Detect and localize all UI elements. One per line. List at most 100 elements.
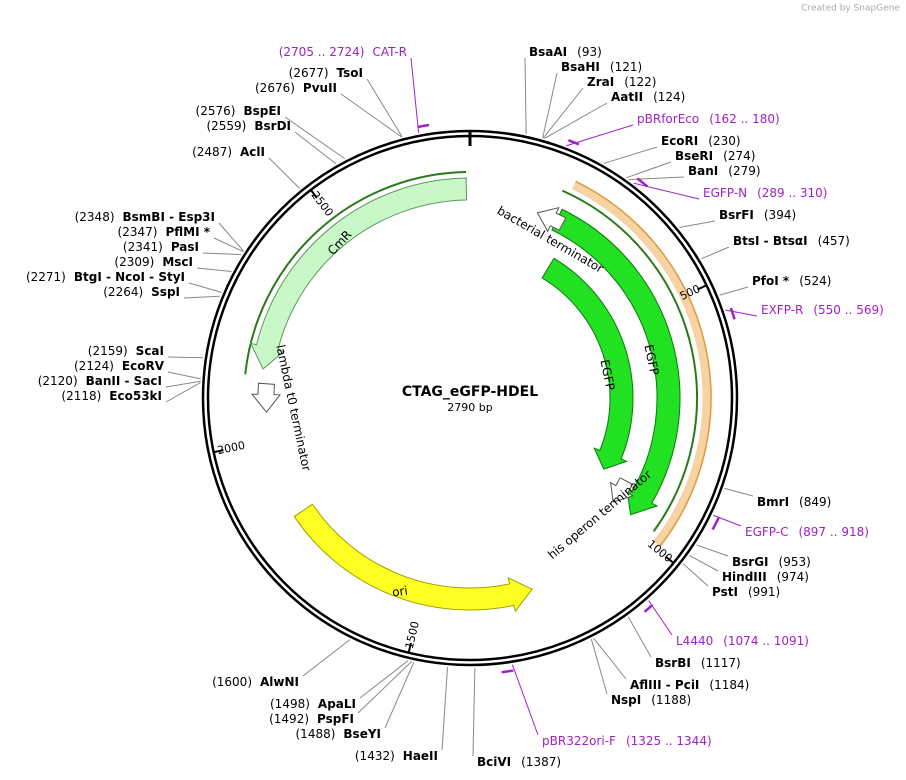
label-position: (162 .. 180) (709, 112, 779, 126)
primer-mark (729, 307, 736, 320)
primer-label-text: pBR322ori-F (1325 .. 1344) (542, 734, 712, 748)
label-name: ZraI (587, 75, 614, 89)
site-label-text: EcoRI (230) (661, 134, 741, 148)
ruler-tick (665, 555, 675, 564)
leader-line (725, 309, 758, 317)
label-position: (1498) (270, 697, 310, 711)
site-label-text: BtsI - BtsαI (457) (733, 234, 850, 248)
label-name: BsrDI (254, 119, 291, 133)
label-position: (2120) (38, 374, 78, 388)
primer-mark (501, 669, 514, 674)
leader-line (544, 102, 608, 139)
label-name: Eco53kI (109, 389, 162, 403)
label-position: (1387) (521, 755, 561, 769)
watermark: Created by SnapGene (801, 4, 900, 14)
leader-line (566, 124, 634, 147)
label-position: (2341) (123, 240, 163, 254)
site-label: BmrI (849) (757, 495, 831, 509)
site-label: (1488) BseYI (296, 727, 382, 741)
leader-line (542, 87, 584, 139)
label-name: PfoI * (752, 274, 790, 288)
site-label: (2347) PflMI * (118, 225, 211, 239)
site-label: NspI (1188) (611, 693, 691, 707)
label-name: MscI (162, 255, 193, 269)
label-name: EcoRV (122, 359, 165, 373)
site-label-text: (1492) PspFI (269, 712, 354, 726)
leader-line (294, 131, 337, 165)
site-label: BsaAI (93) (529, 45, 602, 59)
label-position: (274) (723, 149, 755, 163)
leader-line (196, 267, 232, 273)
site-label: BsrBI (1117) (655, 656, 741, 670)
leader-line (218, 222, 244, 252)
feature-line (561, 189, 698, 533)
label-position: (2264) (103, 285, 143, 299)
primer-label-text: EXFP-R (550 .. 569) (761, 303, 884, 317)
site-label: (1600) AlwNI (212, 675, 299, 689)
site-label-text: PstI (991) (712, 585, 780, 599)
leader-line (633, 182, 700, 200)
site-label-text: BseRI (274) (675, 149, 755, 163)
label-position: (524) (799, 274, 831, 288)
site-label: PstI (991) (712, 585, 780, 599)
label-name: AatII (611, 90, 643, 104)
feature-label: EGFP (597, 358, 617, 391)
site-label: (2341) PasI (123, 240, 199, 254)
leader-line (359, 660, 409, 699)
plasmid-title: CTAG_eGFP-HDEL (402, 384, 538, 400)
primer-label: EGFP-C (897 .. 918) (745, 525, 869, 539)
site-label: (2118) Eco53kI (61, 389, 162, 403)
feature-arrow (293, 503, 533, 613)
site-label-text: (2271) BtgI - NcoI - StyI (26, 270, 185, 284)
label-name: AclI (240, 145, 265, 159)
site-label-text: (2118) Eco53kI (61, 389, 162, 403)
leader-line (713, 514, 742, 527)
site-label: BtsI - BtsαI (457) (733, 234, 850, 248)
leader-line (213, 237, 244, 253)
leader-line (682, 563, 709, 587)
feature-label: ori (391, 583, 408, 599)
site-label-text: (2159) ScaI (88, 344, 164, 358)
label-position: (991) (748, 585, 780, 599)
site-label: BanI (279) (688, 164, 761, 178)
label-position: (2676) (255, 81, 295, 95)
site-label-text: BmrI (849) (757, 495, 831, 509)
leader-line (183, 295, 220, 299)
label-name: pBR322ori-F (542, 734, 616, 748)
label-position: (953) (779, 555, 811, 569)
label-position: (849) (799, 495, 831, 509)
primer-label: EXFP-R (550 .. 569) (761, 303, 884, 317)
site-label-text: (2487) AclI (192, 145, 265, 159)
site-label-text: (2576) BspEI (196, 104, 281, 118)
primer-label-text: pBRforEco (162 .. 180) (637, 112, 780, 126)
primer-mark (568, 138, 580, 146)
leader-line (202, 252, 242, 256)
primer-label-text: EGFP-C (897 .. 918) (745, 525, 869, 539)
label-position: (2487) (192, 145, 232, 159)
leader-line (410, 57, 420, 133)
label-position: (2271) (26, 270, 66, 284)
label-position: (1188) (651, 693, 691, 707)
site-label: BseRI (274) (675, 149, 755, 163)
label-position: (1184) (709, 678, 749, 692)
label-name: BsrBI (655, 656, 691, 670)
leader-line (472, 667, 476, 757)
site-label: PfoI * (524) (752, 274, 831, 288)
primer-label: L4440 (1074 .. 1091) (676, 634, 809, 648)
label-position: (457) (818, 234, 850, 248)
label-name: BanI (688, 164, 718, 178)
site-label-text: BanI (279) (688, 164, 761, 178)
leader-line (284, 116, 346, 160)
leader-line (188, 282, 222, 293)
site-label-text: BsrFI (394) (719, 208, 796, 222)
site-label: (2264) SspI (103, 285, 180, 299)
label-position: (124) (653, 90, 685, 104)
label-name: BseRI (675, 149, 713, 163)
label-position: (2705 .. 2724) (279, 45, 365, 59)
leader-line (165, 382, 201, 403)
ruler-tick (407, 642, 412, 653)
leader-line (590, 639, 608, 695)
site-label-text: (2676) PvuII (255, 81, 337, 95)
site-label-text: AflIII - PciI (1184) (630, 678, 749, 692)
